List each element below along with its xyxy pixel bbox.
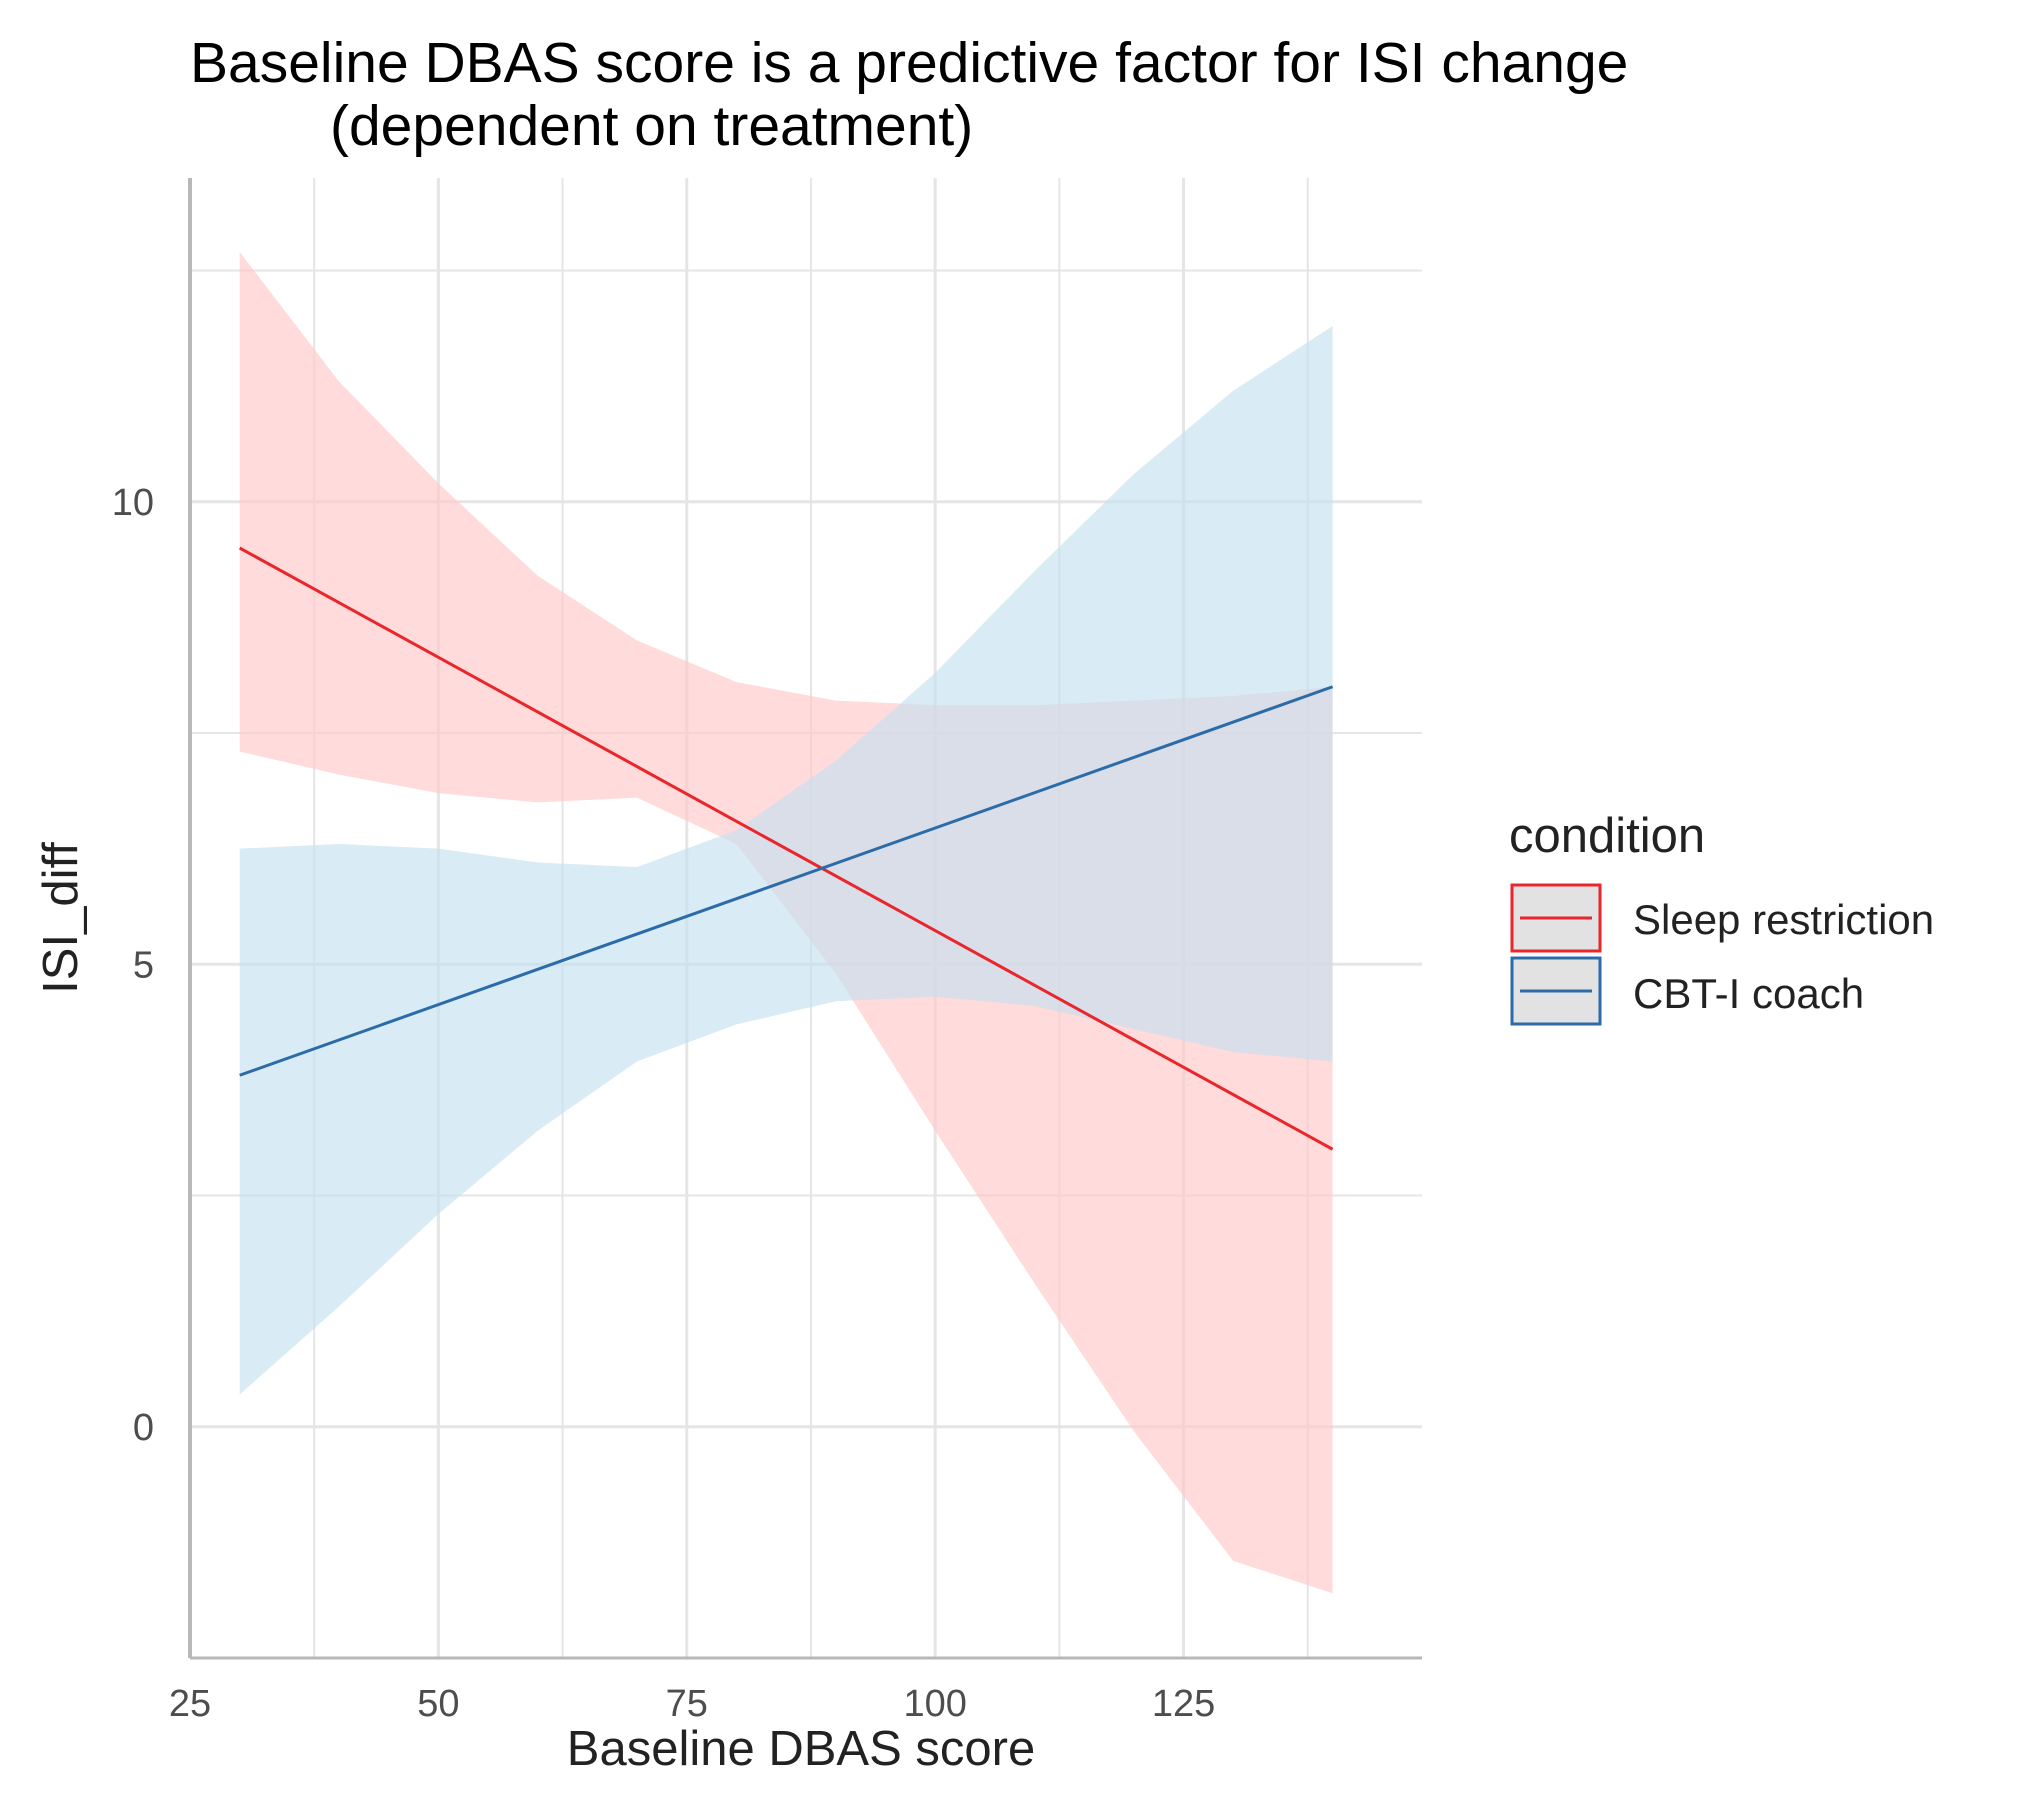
ci-band-cbt-i-coach — [239, 326, 1333, 1395]
x-axis-ticks: 25 50 75 100 125 — [169, 1683, 1215, 1725]
legend: condition Sleep restriction CBT-I coach — [1509, 809, 1934, 1026]
x-axis-title: Baseline DBAS score — [567, 1722, 1035, 1776]
y-axis-ticks: 0 5 10 — [112, 482, 154, 1449]
fit-line-cbt-i-coach — [239, 685, 1334, 1077]
legend-item-cbt-i-coach: CBT-I coach — [1510, 956, 1864, 1026]
x-tick-label: 75 — [666, 1683, 708, 1725]
fit-lines — [238, 546, 1334, 1151]
fit-line-sleep-restriction — [238, 546, 1334, 1151]
chart-title-line-1: Baseline DBAS score is a predictive fact… — [190, 31, 1628, 95]
x-tick-label: 25 — [169, 1683, 211, 1725]
legend-title: condition — [1509, 809, 1705, 863]
chart-title-line-2: (dependent on treatment) — [330, 94, 973, 158]
legend-label-sleep-restriction: Sleep restriction — [1633, 896, 1934, 943]
legend-item-sleep-restriction: Sleep restriction — [1510, 883, 1934, 953]
y-tick-label: 10 — [112, 482, 154, 524]
chart-title: Baseline DBAS score is a predictive fact… — [190, 31, 1628, 158]
confidence-bands — [239, 252, 1333, 1594]
y-tick-label: 0 — [133, 1407, 154, 1449]
legend-label-cbt-i-coach: CBT-I coach — [1633, 970, 1864, 1017]
y-axis-title: ISI_diff — [34, 842, 88, 994]
x-tick-label: 100 — [903, 1683, 966, 1725]
x-tick-label: 125 — [1152, 1683, 1215, 1725]
x-tick-label: 50 — [417, 1683, 459, 1725]
axes — [188, 178, 1422, 1660]
ci-band-sleep-restriction — [239, 252, 1333, 1594]
y-tick-label: 5 — [133, 944, 154, 986]
